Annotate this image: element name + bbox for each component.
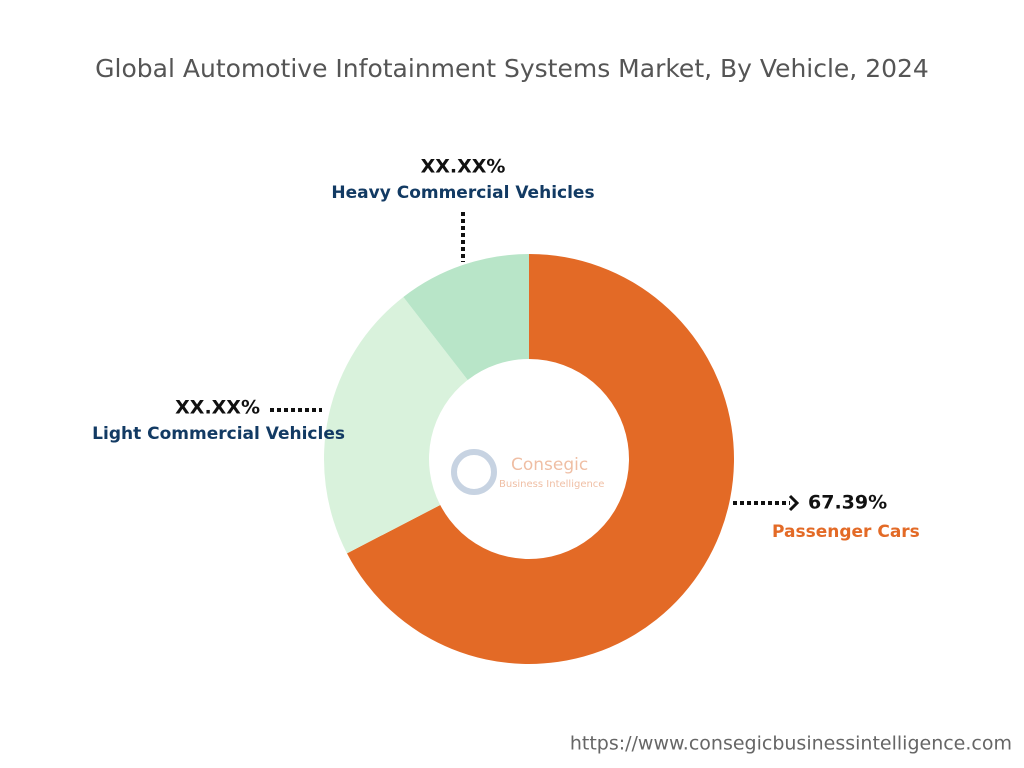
category-label: Light Commercial Vehicles [92,424,345,444]
value-label: XX.XX% [175,397,260,419]
value-label: XX.XX% [421,156,506,178]
donut-segment [403,254,529,380]
category-label: Heavy Commercial Vehicles [331,183,594,203]
watermark-logo [451,449,497,495]
chart-title: Global Automotive Infotainment Systems M… [95,54,929,83]
donut-segment [346,254,734,664]
category-label: Passenger Cars [772,522,920,542]
watermark-name: Consegic [511,455,588,475]
watermark: Consegic Business Intelligence [451,449,604,495]
arrow-head [788,494,800,512]
footer-url: https://www.consegicbusinessintelligence… [570,733,1012,755]
value-label: 67.39% [808,492,887,514]
donut-segment [324,297,468,554]
donut [324,254,734,664]
watermark-tagline: Business Intelligence [499,479,604,490]
